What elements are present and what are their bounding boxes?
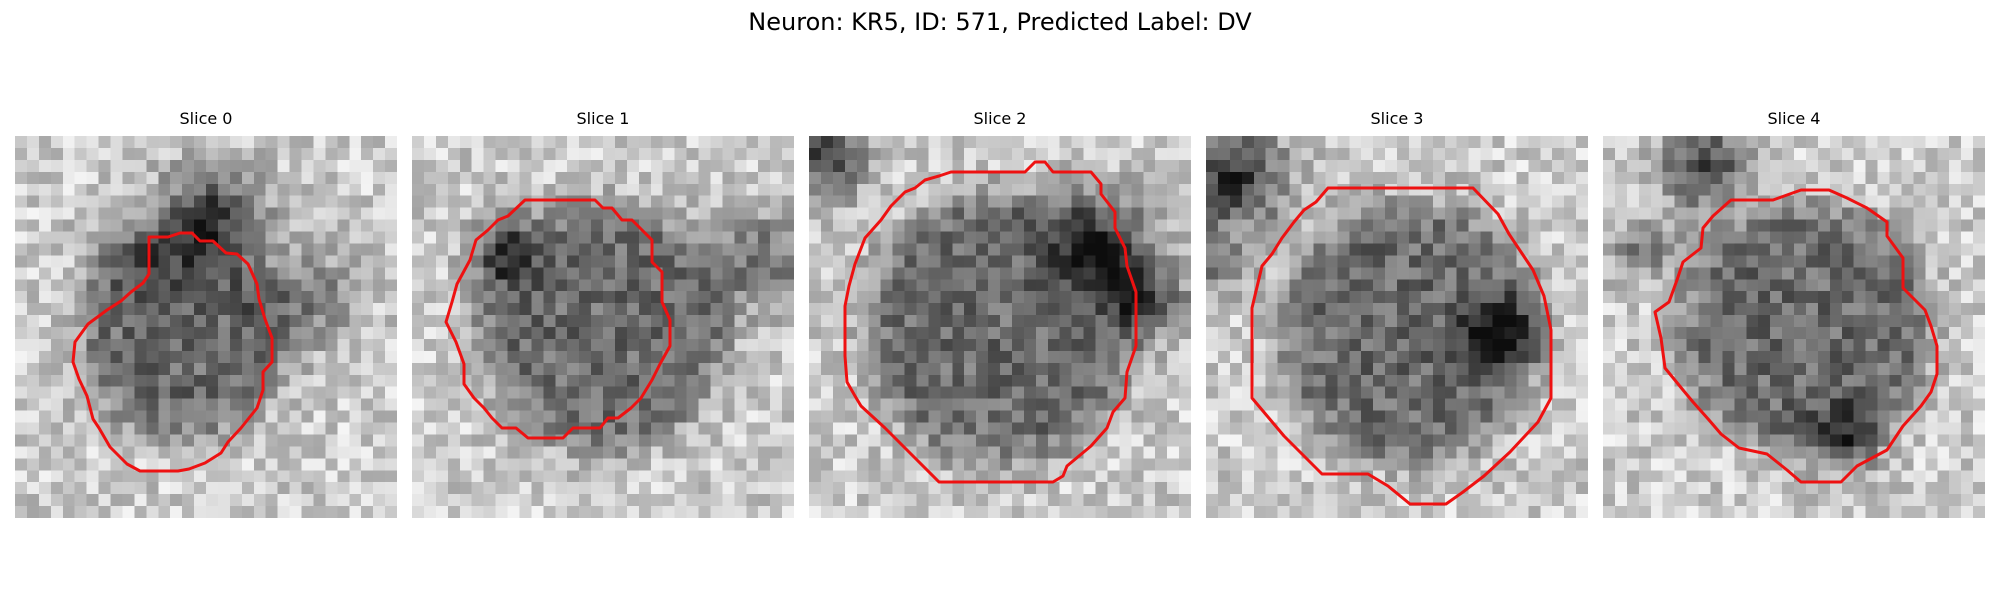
- slice-contour-3: [1250, 186, 1553, 506]
- slice-pixels-1: [412, 136, 794, 518]
- slice-pixels-3: [1206, 136, 1588, 518]
- slice-pixels-0: [15, 136, 397, 518]
- slice-image-2: [809, 136, 1191, 518]
- slice-contour-1: [444, 198, 672, 440]
- slice-title-3: Slice 3: [1370, 109, 1424, 128]
- neuron-outline: [1250, 186, 1553, 506]
- neuron-outline: [843, 160, 1138, 484]
- slice-panel-0: Slice 0: [15, 108, 397, 518]
- slice-pixels-2: [809, 136, 1191, 518]
- slice-contour-0: [71, 231, 274, 473]
- slice-pixels-4: [1603, 136, 1985, 518]
- slice-image-0: [15, 136, 397, 518]
- slice-panel-4: Slice 4: [1603, 108, 1985, 518]
- slice-title-0: Slice 0: [179, 109, 233, 128]
- figure-title: Neuron: KR5, ID: 571, Predicted Label: D…: [748, 8, 1252, 36]
- neuron-outline: [1653, 188, 1939, 484]
- slice-image-4: [1603, 136, 1985, 518]
- slice-panel-2: Slice 2: [809, 108, 1191, 518]
- slice-panel-1: Slice 1: [412, 108, 794, 518]
- slice-title-4: Slice 4: [1767, 109, 1821, 128]
- slice-contour-2: [843, 160, 1138, 484]
- slice-title-2: Slice 2: [973, 109, 1027, 128]
- slice-image-1: [412, 136, 794, 518]
- slice-image-3: [1206, 136, 1588, 518]
- slice-contour-4: [1653, 188, 1939, 484]
- neuron-outline: [71, 231, 274, 473]
- slice-panel-3: Slice 3: [1206, 108, 1588, 518]
- neuron-outline: [444, 198, 672, 440]
- slice-title-1: Slice 1: [576, 109, 630, 128]
